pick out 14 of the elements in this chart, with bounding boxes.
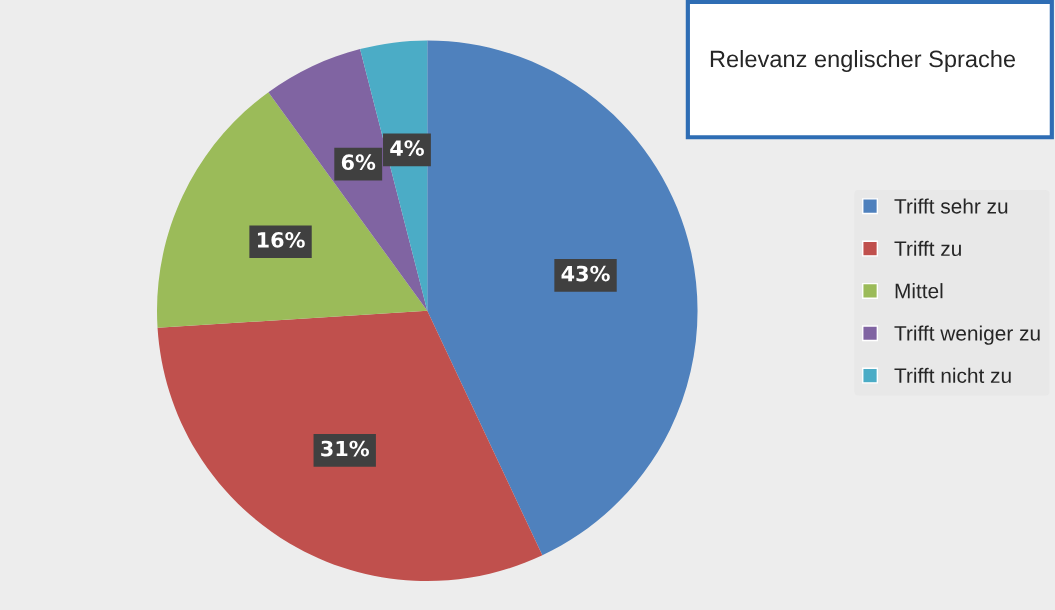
- legend-label: Trifft sehr zu: [894, 198, 1008, 214]
- legend-label: Mittel: [895, 283, 943, 299]
- data-label: 16%: [257, 232, 305, 248]
- data-label: 31%: [321, 440, 369, 457]
- data-label: 43%: [561, 265, 610, 282]
- legend-label: Trifft zu: [894, 240, 961, 257]
- legend-label: Trifft weniger zu: [894, 325, 1040, 345]
- data-label: 4%: [390, 140, 424, 156]
- pie-slice: [157, 92, 428, 328]
- pie-slice: [157, 310, 543, 582]
- data-label: 6%: [341, 154, 376, 171]
- legend-label: Trifft nicht zu: [894, 367, 1011, 384]
- chart-title: Relevanz englischer Sprache: [710, 50, 1016, 72]
- pie-slice: [427, 40, 698, 556]
